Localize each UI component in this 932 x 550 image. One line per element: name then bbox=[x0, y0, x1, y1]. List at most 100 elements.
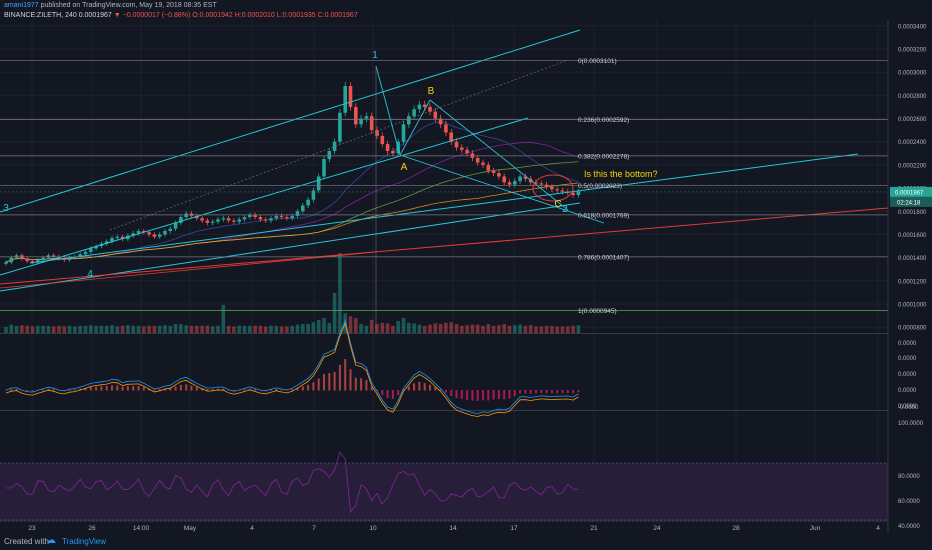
rsi-tick-label: 40.0000 bbox=[898, 524, 920, 530]
candle-body bbox=[115, 236, 120, 238]
macd-histogram-bar bbox=[105, 386, 108, 391]
wave-label: 3 bbox=[3, 203, 9, 214]
volume-bar bbox=[322, 318, 326, 333]
candle-body bbox=[385, 144, 390, 151]
candles-layer bbox=[4, 82, 581, 266]
candle-body bbox=[274, 215, 279, 219]
macd-histogram-bar bbox=[42, 389, 45, 391]
price-change: ▼ −0.0000017 (−0.88%) bbox=[113, 12, 191, 19]
macd-histogram-bar bbox=[503, 390, 506, 400]
candle-body bbox=[36, 259, 40, 263]
channel-upper-line bbox=[0, 29, 581, 213]
volume-bar bbox=[465, 325, 469, 333]
candle-body bbox=[534, 182, 538, 184]
candle-body bbox=[460, 147, 464, 150]
macd-histogram-bar bbox=[561, 390, 564, 394]
fib-level-label: 0.786(0.0001407) bbox=[578, 254, 629, 261]
candle-body bbox=[9, 257, 14, 263]
macd-histogram-bar bbox=[413, 383, 416, 391]
candle-body bbox=[41, 257, 45, 260]
macd-histogram-bar bbox=[439, 389, 442, 391]
time-tick-label: Jun bbox=[810, 525, 821, 532]
time-tick-label: 14:00 bbox=[133, 525, 150, 532]
macd-histogram-bar bbox=[466, 390, 469, 400]
publish-info: amani1977 published on TradingView.com, … bbox=[4, 2, 217, 9]
volume-bar bbox=[534, 326, 538, 333]
macd-histogram-bar bbox=[201, 388, 204, 391]
candle-body bbox=[157, 234, 162, 237]
macd-histogram-bar bbox=[402, 389, 405, 391]
candle-body bbox=[301, 205, 305, 212]
macd-histogram-bar bbox=[5, 390, 7, 391]
labels-layer: 1 2 3 4 A B C Is this the bottom? bbox=[3, 50, 657, 280]
candle-body bbox=[391, 150, 395, 154]
fib-level-label: 1(0.0000945) bbox=[578, 308, 617, 315]
volume-bar bbox=[221, 305, 226, 333]
volume-bar bbox=[57, 325, 61, 333]
macd-histogram-bar bbox=[142, 386, 145, 391]
candle-body bbox=[131, 233, 135, 236]
volume-bar bbox=[120, 325, 125, 333]
candle-body bbox=[507, 182, 512, 185]
volume-bar bbox=[99, 325, 104, 333]
macd-histogram-bar bbox=[179, 384, 182, 391]
macd-histogram-bar bbox=[423, 383, 426, 391]
volume-bar bbox=[396, 321, 400, 333]
volume-bar bbox=[142, 326, 146, 333]
candle-body bbox=[481, 162, 485, 165]
volume-bar bbox=[539, 326, 544, 333]
macd-histogram-bar bbox=[190, 385, 193, 391]
macd-histogram-bar bbox=[572, 390, 575, 394]
volume-bar bbox=[359, 324, 363, 333]
volume-bar bbox=[14, 325, 19, 333]
author-link[interactable]: amani1977 bbox=[4, 2, 39, 9]
candle-body bbox=[316, 176, 321, 191]
price-tick-label: 0.0003000 bbox=[898, 71, 927, 77]
candle-body bbox=[142, 230, 146, 233]
macd-histogram-bar bbox=[344, 359, 347, 391]
time-tick-label: 28 bbox=[732, 525, 740, 532]
macd-histogram-bar bbox=[26, 390, 29, 392]
candle-body bbox=[576, 191, 581, 196]
wave-label: 1 bbox=[372, 50, 378, 61]
volume-bar bbox=[136, 325, 141, 333]
rsi-band bbox=[0, 463, 888, 520]
candle-body bbox=[269, 218, 273, 221]
volume-bar bbox=[269, 325, 273, 333]
macd-histogram-bar bbox=[550, 390, 553, 394]
candle-body bbox=[136, 230, 141, 234]
volume-bar bbox=[258, 325, 263, 333]
macd-histogram-bar bbox=[174, 386, 177, 391]
rsi-tick-label: 60.0000 bbox=[898, 499, 920, 505]
price-tick-label: 0.0002600 bbox=[898, 117, 927, 123]
volume-bar bbox=[279, 326, 284, 333]
macd-histogram-bar bbox=[296, 387, 299, 391]
volume-bar bbox=[30, 326, 35, 333]
candle-body bbox=[200, 218, 204, 221]
channel-middle-line bbox=[0, 117, 529, 276]
candle-body bbox=[491, 170, 496, 174]
candle-body bbox=[184, 213, 188, 218]
candle-body bbox=[152, 234, 157, 237]
candle-body bbox=[369, 116, 374, 131]
volume-bar bbox=[67, 325, 72, 333]
candle-body bbox=[306, 199, 310, 206]
volume-bar bbox=[550, 325, 554, 333]
candle-body bbox=[83, 251, 88, 255]
price-tick-label: 0.0003200 bbox=[898, 47, 927, 53]
candle-body bbox=[555, 189, 559, 191]
candle-body bbox=[67, 257, 72, 260]
candle-body bbox=[518, 176, 522, 182]
volume-bar bbox=[20, 325, 24, 333]
volume-bar bbox=[555, 326, 559, 333]
time-tick-label: 17 bbox=[510, 525, 518, 532]
candle-body bbox=[279, 215, 284, 218]
candle-body bbox=[120, 236, 125, 240]
macd-histogram-bar bbox=[444, 390, 447, 393]
tradingview-brand[interactable]: TradingView bbox=[62, 537, 107, 546]
price-axis: 0.0003400 0.0003200 0.0003000 0.0002800 0.00… bbox=[887, 20, 932, 533]
volume-bar bbox=[528, 325, 533, 333]
price-now: 0.0001967 bbox=[78, 12, 112, 19]
volume-bar bbox=[433, 323, 438, 333]
